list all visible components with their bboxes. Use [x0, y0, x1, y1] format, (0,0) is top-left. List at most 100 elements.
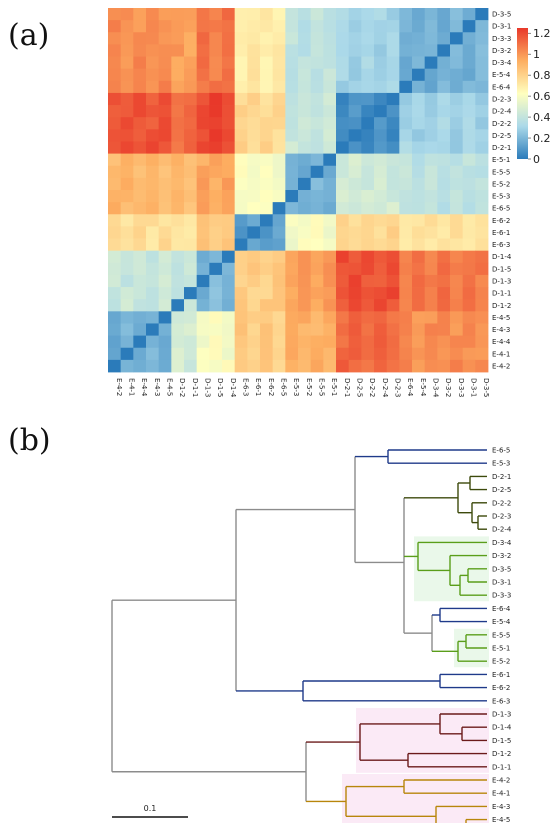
heatmap-cell [222, 68, 236, 82]
heatmap-cell [133, 190, 147, 203]
heatmap-cell [196, 359, 210, 373]
row-label: E-5-4 [492, 71, 511, 79]
heatmap-cell [260, 80, 274, 94]
heatmap [108, 8, 489, 373]
heatmap-cell [298, 347, 312, 361]
heatmap-cell [399, 129, 413, 142]
heatmap-cell [196, 153, 210, 167]
heatmap-cell [146, 177, 160, 191]
heatmap-cell [222, 214, 236, 227]
heatmap-cell [450, 287, 464, 300]
heatmap-cell [412, 287, 426, 300]
heatmap-cell [386, 335, 400, 349]
heatmap-cell [475, 44, 489, 57]
heatmap-cell [361, 262, 375, 276]
heatmap-cell [437, 359, 451, 373]
heatmap-cell [260, 274, 274, 288]
heatmap-cell [234, 238, 248, 252]
heatmap-cell [412, 153, 426, 167]
heatmap-cell [196, 335, 210, 349]
heatmap-cell [348, 238, 362, 252]
heatmap-cell [108, 347, 122, 361]
dendrogram-leaf-label: E-4-5 [492, 816, 510, 823]
heatmap-cell [133, 165, 147, 179]
heatmap-cell [209, 165, 223, 179]
heatmap-cell [424, 190, 438, 203]
heatmap-cell [462, 335, 476, 349]
heatmap-cell [386, 165, 400, 179]
heatmap-cell [399, 274, 413, 288]
heatmap-cell [310, 335, 324, 349]
heatmap-cell [234, 68, 248, 82]
heatmap-cell [310, 68, 324, 82]
heatmap-cell [336, 129, 350, 142]
heatmap-cell [437, 335, 451, 349]
heatmap-cell [209, 32, 223, 45]
heatmap-cell [146, 299, 160, 312]
heatmap-cell [133, 80, 147, 94]
heatmap-cell [108, 262, 122, 276]
heatmap-cell [209, 238, 223, 252]
heatmap-cell [361, 274, 375, 288]
heatmap-cell [310, 20, 324, 33]
heatmap-cell [475, 20, 489, 33]
heatmap-cell [298, 311, 312, 324]
heatmap-cell [336, 8, 350, 21]
heatmap-cell [424, 323, 438, 336]
heatmap-cell [247, 141, 261, 154]
heatmap-cell [272, 238, 286, 252]
row-label: D-1-1 [492, 290, 511, 298]
heatmap-cell [348, 56, 362, 70]
heatmap-cell [437, 44, 451, 57]
heatmap-cell [462, 347, 476, 361]
heatmap-cell [374, 238, 388, 252]
heatmap-cell [133, 177, 147, 191]
heatmap-cell [386, 299, 400, 312]
heatmap-cell [424, 56, 438, 70]
heatmap-cell [260, 117, 274, 130]
heatmap-cell [247, 238, 261, 252]
heatmap-cell [209, 141, 223, 154]
heatmap-cell [133, 202, 147, 215]
heatmap-cell [196, 165, 210, 179]
heatmap-cell [272, 129, 286, 142]
heatmap-cell [437, 323, 451, 336]
heatmap-cell [260, 335, 274, 349]
heatmap-cell [374, 56, 388, 70]
dendrogram-leaf-label: E-6-1 [492, 671, 510, 679]
heatmap-cell [196, 250, 210, 264]
heatmap-cell [374, 299, 388, 312]
heatmap-cell [374, 250, 388, 264]
heatmap-cell [450, 141, 464, 154]
heatmap-cell [386, 20, 400, 33]
heatmap-cell [386, 262, 400, 276]
heatmap-cell [462, 287, 476, 300]
heatmap-cell [348, 105, 362, 118]
heatmap-cell [222, 153, 236, 167]
heatmap-cell [336, 287, 350, 300]
heatmap-cell [298, 226, 312, 239]
heatmap-cell [374, 44, 388, 57]
heatmap-cell [158, 226, 172, 239]
heatmap-cell [462, 226, 476, 239]
heatmap-cell [184, 32, 198, 45]
heatmap-cell [462, 299, 476, 312]
heatmap-cell [348, 153, 362, 167]
heatmap-cell [272, 299, 286, 312]
heatmap-cell [399, 56, 413, 70]
heatmap-cell [260, 202, 274, 215]
heatmap-cell [361, 311, 375, 324]
heatmap-cell [386, 8, 400, 21]
heatmap-cell [196, 177, 210, 191]
heatmap-cell [247, 226, 261, 239]
heatmap-cell [133, 44, 147, 57]
heatmap-cell [462, 141, 476, 154]
heatmap-cell [450, 56, 464, 70]
heatmap-cell [437, 153, 451, 167]
heatmap-cell [348, 177, 362, 191]
heatmap-cell [260, 165, 274, 179]
heatmap-cell [272, 274, 286, 288]
heatmap-cell [450, 274, 464, 288]
heatmap-cell [386, 347, 400, 361]
heatmap-cell [158, 32, 172, 45]
